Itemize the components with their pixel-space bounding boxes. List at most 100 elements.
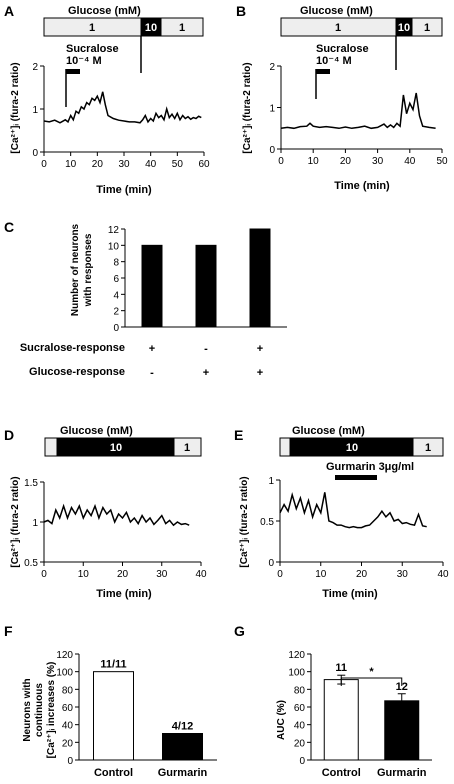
panel-a-ylabel: [Ca²⁺]ᵢ (fura-2 ratio) xyxy=(10,62,21,153)
panel-f-ylabel-line1: Neurons with xyxy=(22,678,33,741)
panel-f-axes: 0 20 40 60 80 100 120 11/11 Control 4/12 Gurmarin xyxy=(56,650,217,779)
panel-g-ytick-label: 80 xyxy=(294,685,306,696)
panel-e-drug-bar xyxy=(335,475,377,480)
panel-g-letter: G xyxy=(234,623,245,639)
panel-a-drug-bar xyxy=(66,69,80,74)
panel-g-ytick-label: 20 xyxy=(294,738,306,749)
panel-d-bar-label-10: 10 xyxy=(110,442,122,454)
panel-e-ytick-label: 1 xyxy=(268,476,274,487)
panel-g-significance-star: * xyxy=(369,666,374,678)
panel-a-bar-label-10: 10 xyxy=(145,22,157,34)
panel-f-letter: F xyxy=(4,623,13,639)
panel-d-xtick-label: 10 xyxy=(78,569,90,580)
panel-a-xtick-label: 30 xyxy=(118,159,130,170)
panel-f-ytick-label: 40 xyxy=(62,721,74,732)
panel-c-ytick-label: 6 xyxy=(113,274,119,285)
panel-e-letter: E xyxy=(234,427,243,443)
panel-a-xtick-label: 0 xyxy=(41,159,47,170)
panel-e-xtick-label: 10 xyxy=(315,569,327,580)
panel-c-ytick-label: 4 xyxy=(113,290,119,301)
panel-b-xtick-label: 10 xyxy=(308,156,320,167)
panel-c-letter: C xyxy=(4,219,14,235)
panel-a-drug-conc: 10⁻⁴ M xyxy=(66,55,102,67)
panel-f-ylabel-line2: continuous xyxy=(34,683,45,737)
panel-g-ytick-label: 0 xyxy=(299,756,305,767)
panel-d-ytick-label: 0.5 xyxy=(24,558,38,569)
panel-b-drug-label: Sucralose xyxy=(316,43,369,55)
panel-c-row2-label: Glucose-response xyxy=(29,366,125,378)
panel-a-ytick-label: 0 xyxy=(32,148,38,159)
panel-d-bar-label-1: 1 xyxy=(184,442,190,454)
panel-e-header: Glucose (mM) xyxy=(292,425,365,437)
panel-a-ytick-label: 1 xyxy=(32,105,38,116)
panel-g-ytick-label: 60 xyxy=(294,703,306,714)
panel-e-bar-label-10: 10 xyxy=(346,442,358,454)
panel-b-xtick-label: 40 xyxy=(404,156,416,167)
panel-c-ytick-label: 12 xyxy=(108,225,120,236)
panel-c-ylabel-line1: Number of neurons xyxy=(70,223,81,316)
panel-a: A Glucose (mM) 1 10 1 Sucralose 10⁻⁴ M [… xyxy=(4,3,210,196)
panel-a-trace-line xyxy=(43,91,202,124)
panel-b-ylabel: [Ca²⁺]ᵢ (fura-2 ratio) xyxy=(242,62,253,153)
panel-a-drug-label: Sucralose xyxy=(66,43,119,55)
panel-d-xtick-label: 40 xyxy=(195,569,207,580)
panel-e-drug-label: Gurmarin 3μg/ml xyxy=(326,461,414,473)
panel-b: B Glucose (mM) 1 10 1 Sucralose 10⁻⁴ M [… xyxy=(236,3,448,192)
panel-d-ytick-label: 1 xyxy=(32,518,38,529)
panel-e-ytick-label: 0 xyxy=(268,558,274,569)
panel-f-ytick-label: 100 xyxy=(56,668,73,679)
panel-a-xtick-label: 10 xyxy=(65,159,77,170)
panel-g-bar-top-label: 11 xyxy=(335,662,347,674)
panel-d-xlabel: Time (min) xyxy=(96,588,152,600)
panel-d-axes: 0.5 1 1.5 0 10 20 30 40 xyxy=(24,478,207,580)
panel-b-ytick-label: 1 xyxy=(269,104,275,115)
panel-g-ytick-label: 40 xyxy=(294,721,306,732)
panel-f-ytick-label: 60 xyxy=(62,703,74,714)
panel-e-trace-line xyxy=(279,491,427,529)
panel-e-xtick-label: 0 xyxy=(277,569,283,580)
panel-d-trace-line xyxy=(43,503,190,527)
panel-a-xtick-label: 60 xyxy=(198,159,210,170)
panel-a-bar-label-1b: 1 xyxy=(179,22,185,34)
panel-g-axes: 0 20 40 60 80 100 120 11 Control 12 Gurmarin * xyxy=(288,650,432,779)
panel-b-xtick-label: 20 xyxy=(340,156,352,167)
panel-d-ytick-label: 1.5 xyxy=(24,478,38,489)
panel-c-row2-sign-1: - xyxy=(150,367,154,379)
panel-a-glucose-1b-box xyxy=(160,17,204,37)
panel-c-ytick-label: 0 xyxy=(113,323,119,334)
panel-c-row2-sign-2: + xyxy=(203,367,209,379)
panel-a-ytick-label: 2 xyxy=(32,62,38,73)
panel-e-xtick-label: 20 xyxy=(356,569,368,580)
panel-a-bar-label-1: 1 xyxy=(89,22,95,34)
panel-c-ytick-label: 10 xyxy=(108,241,120,252)
panel-f-ytick-label: 80 xyxy=(62,685,74,696)
panel-c-row1-sign-1: + xyxy=(149,343,155,355)
panel-f-category-label: Gurmarin xyxy=(158,767,208,779)
panel-d-header: Glucose (mM) xyxy=(60,425,133,437)
panel-d-glucose-pre-box xyxy=(44,437,58,457)
panel-e-xtick-label: 30 xyxy=(397,569,409,580)
panel-b-trace-line xyxy=(280,92,436,130)
panel-g-bar xyxy=(323,679,359,761)
panel-f: F Neurons with continuous [Ca²⁺]ᵢ increa… xyxy=(4,623,217,779)
panel-g-significance-bracket xyxy=(340,677,403,686)
panel-f-bar-top-label: 11/11 xyxy=(100,659,126,671)
panel-e-bar-label-1: 1 xyxy=(425,442,431,454)
panel-b-ytick-label: 2 xyxy=(269,62,275,73)
panel-c-row1-sign-2: - xyxy=(204,343,208,355)
panel-g: G AUC (%) 0 20 40 60 80 100 120 11 Control 12 Gurm… xyxy=(234,623,432,779)
panel-g-bar xyxy=(384,700,420,761)
panel-a-header: Glucose (mM) xyxy=(68,5,141,17)
panel-c-axes: 0 2 4 6 8 10 12 xyxy=(108,225,287,334)
panel-e-ytick-label: 0.5 xyxy=(260,517,274,528)
panel-c-bar xyxy=(141,244,163,328)
panel-g-ytick-label: 100 xyxy=(288,668,305,679)
panel-e-ylabel: [Ca²⁺]ᵢ (fura-2 ratio) xyxy=(239,476,250,567)
panel-b-xtick-label: 50 xyxy=(436,156,448,167)
panel-b-bar-label-1b: 1 xyxy=(424,22,430,34)
panel-f-category-label: Control xyxy=(94,767,133,779)
panel-f-bar-top-label: 4/12 xyxy=(172,721,193,733)
